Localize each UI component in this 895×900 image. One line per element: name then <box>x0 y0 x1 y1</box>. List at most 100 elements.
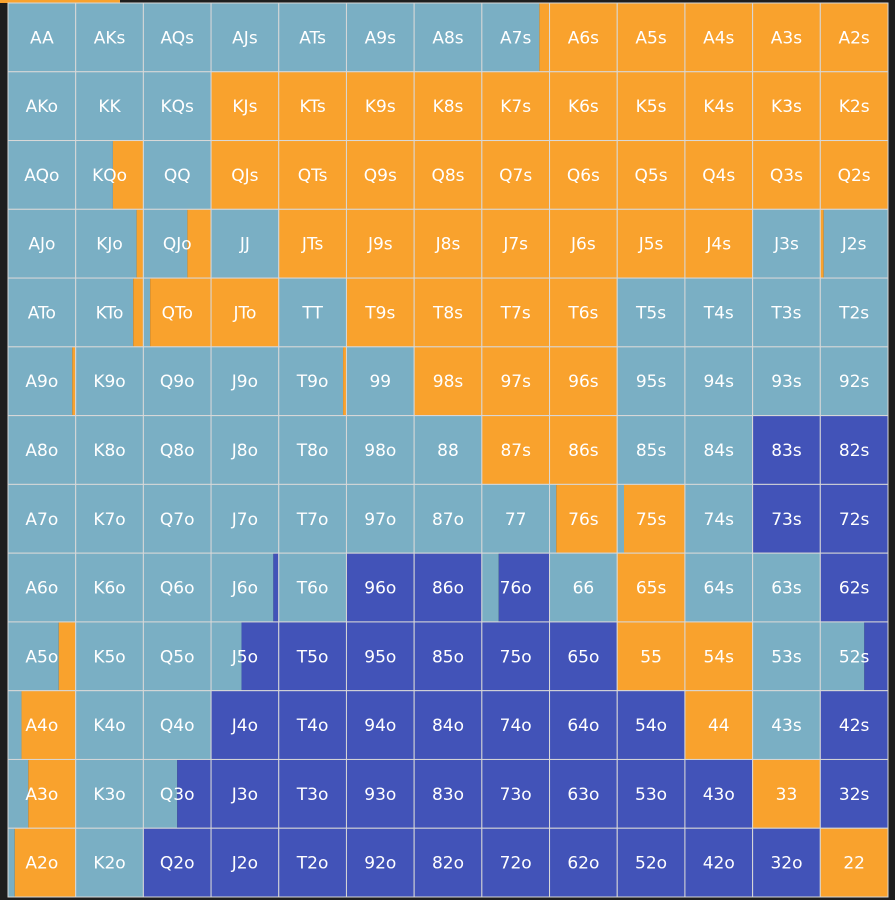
hand-label: K3o <box>93 785 125 805</box>
cell-segment <box>684 3 753 72</box>
hand-label: 83o <box>432 785 464 805</box>
hand-label: T6s <box>567 303 598 323</box>
hand-label: 32o <box>770 854 802 874</box>
cell-segment <box>72 346 76 416</box>
cell-segment <box>549 690 618 760</box>
hand-label: K2o <box>93 854 125 874</box>
cell-segment <box>278 690 347 760</box>
hand-label: 92o <box>364 854 396 874</box>
cell-segment <box>481 484 550 554</box>
cell-segment <box>549 71 618 141</box>
cell-segment <box>549 415 618 485</box>
cell-segment <box>498 553 550 622</box>
cell-segment <box>752 621 821 691</box>
cell-segment <box>481 621 550 691</box>
hand-label: 76s <box>568 510 599 530</box>
cell-segment <box>820 71 888 141</box>
cell-segment <box>75 71 144 141</box>
hand-label: Q9s <box>364 166 397 186</box>
cell-segment <box>346 553 415 622</box>
cell-segment <box>143 209 188 279</box>
hand-label: A3s <box>771 28 802 48</box>
hand-label: 72o <box>500 854 532 874</box>
hand-label: Q6s <box>567 166 600 186</box>
cell-segment <box>617 759 685 829</box>
hand-label: K3s <box>771 97 802 117</box>
cell-segment <box>820 209 824 279</box>
hand-label: 73o <box>500 785 532 805</box>
cell-segment <box>549 621 618 691</box>
cell-segment <box>752 828 821 897</box>
cell-segment <box>684 71 753 141</box>
cell-segment <box>211 209 279 279</box>
cell-segment <box>481 553 499 622</box>
cell-segment <box>820 690 888 760</box>
hand-label: Q9o <box>160 372 195 392</box>
cell-segment <box>414 278 482 347</box>
cell-segment <box>346 621 415 691</box>
hand-label: Q5s <box>635 166 668 186</box>
cell-segment <box>14 828 76 897</box>
cell-segment <box>278 71 347 141</box>
hand-label: 75s <box>636 510 667 530</box>
hand-label: 83s <box>771 441 802 461</box>
hand-label: AKs <box>94 28 126 48</box>
hand-label: K6o <box>93 579 125 599</box>
cell-segment <box>143 3 212 72</box>
cell-segment <box>414 828 482 897</box>
cell-segment <box>549 3 618 72</box>
hand-label: Q4s <box>702 166 735 186</box>
cell-segment <box>481 71 550 141</box>
hand-label: AJs <box>232 28 258 48</box>
hand-label: 92s <box>839 372 870 392</box>
cell-segment <box>752 71 821 141</box>
cell-segment <box>414 484 482 554</box>
cell-segment <box>211 621 242 691</box>
cell-segment <box>8 140 76 210</box>
cell-segment <box>75 621 144 691</box>
cell-segment <box>820 484 888 554</box>
hand-label: 62s <box>839 579 870 599</box>
hand-label: J7s <box>502 235 528 255</box>
hand-label: Q6o <box>160 579 195 599</box>
cell-segment <box>549 828 618 897</box>
hand-label: 75o <box>500 647 532 667</box>
cell-segment <box>684 346 753 416</box>
hand-label: K5s <box>636 97 667 117</box>
hand-label: 98o <box>364 441 396 461</box>
hand-label: J2o <box>231 854 258 874</box>
hand-label: KTs <box>299 97 325 117</box>
cell-segment <box>278 828 347 897</box>
hand-label: 82s <box>839 441 870 461</box>
cell-segment <box>133 278 144 347</box>
cell-segment <box>278 278 347 347</box>
cell-segment <box>823 209 888 279</box>
cell-segment <box>346 759 415 829</box>
cell-segment <box>75 415 144 485</box>
hand-label: T8s <box>432 303 463 323</box>
hand-label: A8o <box>25 441 58 461</box>
cell-segment <box>143 484 212 554</box>
hand-label: T8o <box>296 441 329 461</box>
hand-label: 87s <box>500 441 531 461</box>
cell-segment <box>21 690 76 760</box>
cell-segment <box>241 621 279 691</box>
cell-segment <box>481 690 550 760</box>
hand-label: 86o <box>432 579 464 599</box>
hand-label: Q7o <box>160 510 195 530</box>
cell-segment <box>8 278 76 347</box>
cell-segment <box>278 209 347 279</box>
hand-label: Q8o <box>160 441 195 461</box>
hand-label: A9s <box>365 28 396 48</box>
hand-label: QJo <box>163 235 192 255</box>
cell-segment <box>820 278 888 347</box>
hand-label: 53s <box>771 647 802 667</box>
hand-label: KJs <box>232 97 257 117</box>
hand-label: ATo <box>28 303 56 323</box>
hand-label: Q7s <box>499 166 532 186</box>
cell-segment <box>75 828 144 897</box>
hand-label: 54s <box>704 647 735 667</box>
hand-label: 63s <box>771 579 802 599</box>
hand-label: A9o <box>25 372 58 392</box>
cell-segment <box>278 415 347 485</box>
